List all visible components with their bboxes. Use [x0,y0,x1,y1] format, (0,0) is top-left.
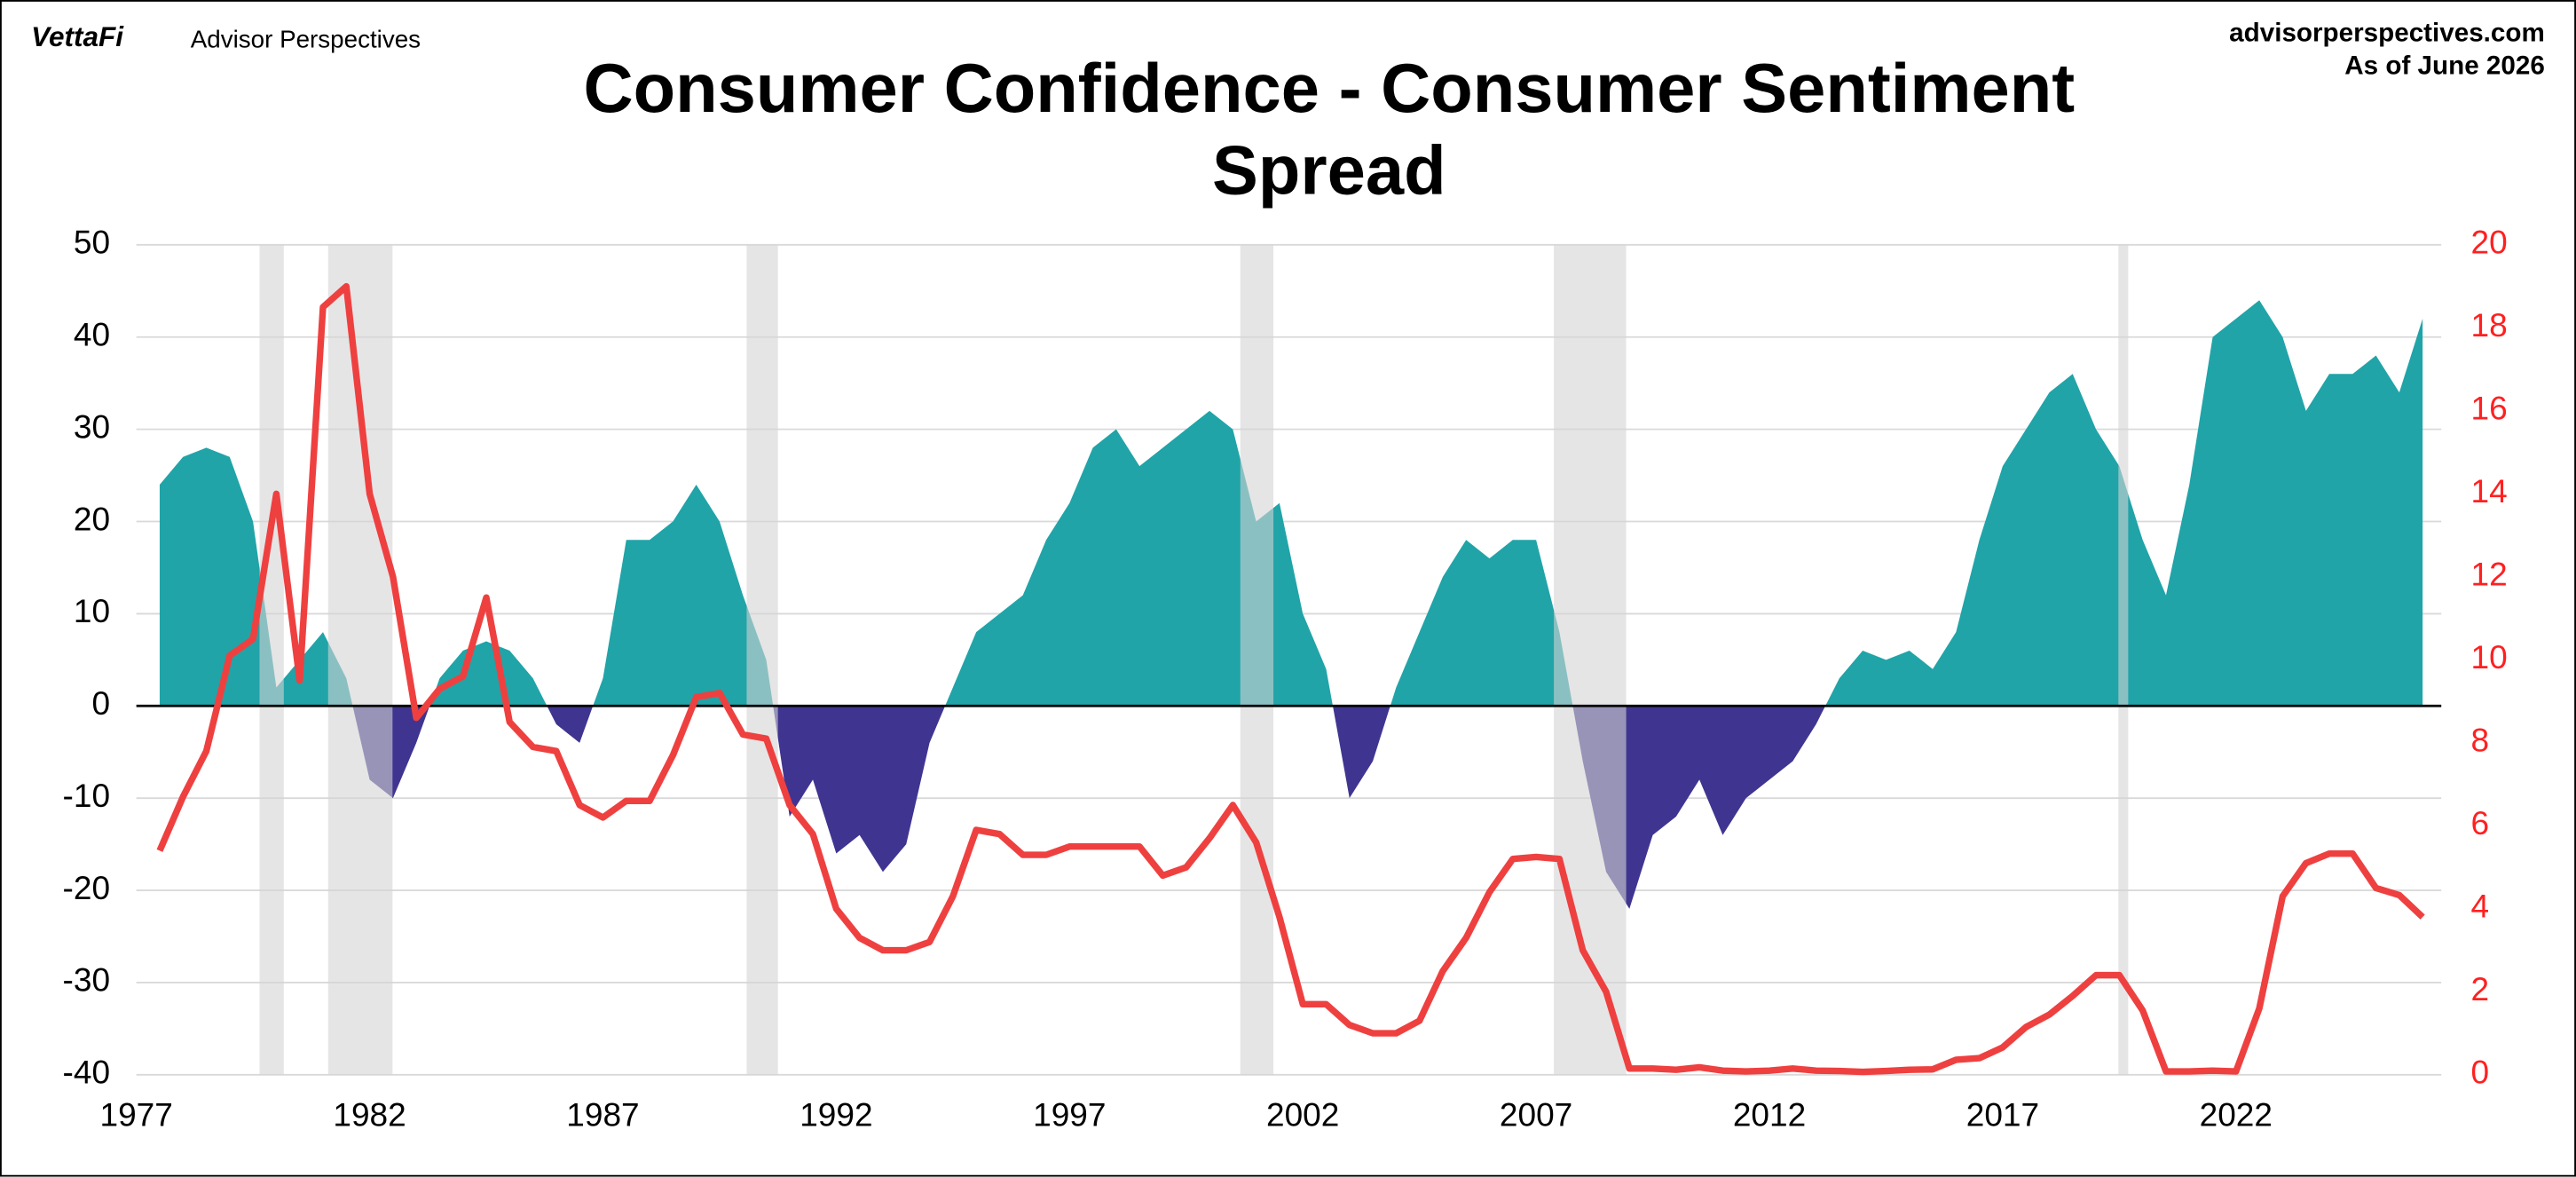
y2-tick-label: 12 [2471,556,2508,593]
x-tick-label: 2002 [1266,1096,1339,1134]
x-tick-label: 2012 [1733,1096,1806,1134]
y-tick-label: 10 [74,592,110,629]
y2-tick-label: 6 [2471,804,2490,841]
recession-band [2118,244,2129,1075]
site: advisorperspectives.com [2229,20,2545,48]
recession-band [259,244,284,1075]
recession-band [1240,244,1274,1075]
y2-tick-label: 14 [2471,472,2508,510]
x-tick-label: 1982 [333,1096,406,1134]
y2-tick-label: 20 [2471,224,2508,261]
rate-line [156,282,2425,1076]
recession-band [1554,244,1627,1075]
x-tick-label: 1992 [800,1096,872,1134]
x-tick-label: 2017 [1966,1096,2039,1134]
y-tick-label: 0 [91,684,110,722]
brand: VettaFi [31,21,123,53]
y2-tick-label: 4 [2471,888,2490,925]
spread-area [159,300,2423,909]
brand-sub: Advisor Perspectives [190,26,421,55]
y-tick-label: 50 [74,224,110,261]
y2-tick-label: 8 [2471,722,2490,759]
y-tick-label: 20 [74,500,110,537]
as-of: As of June 2026 [2344,52,2545,81]
y2-tick-label: 2 [2471,970,2490,1007]
y-tick-label: -20 [63,869,111,906]
y-tick-label: 40 [74,316,110,353]
y2-tick-label: 18 [2471,306,2508,344]
chart-title: Consumer Confidence - Consumer Sentiment… [583,49,2076,209]
x-tick-label: 1987 [566,1096,639,1134]
x-tick-label: 1997 [1033,1096,1106,1134]
y-tick-label: -10 [63,777,111,814]
recession-band [746,244,778,1075]
x-tick-label: 1977 [99,1096,172,1134]
x-tick-label: 2007 [1500,1096,1572,1134]
y2-tick-label: 0 [2471,1054,2490,1091]
y-tick-label: 30 [74,407,110,445]
y-tick-label: -30 [63,961,111,999]
recession-band [327,244,393,1075]
y-tick-label: -40 [63,1054,111,1091]
x-tick-label: 2022 [2200,1096,2273,1134]
y2-tick-label: 16 [2471,390,2508,427]
y2-tick-label: 10 [2471,638,2508,675]
